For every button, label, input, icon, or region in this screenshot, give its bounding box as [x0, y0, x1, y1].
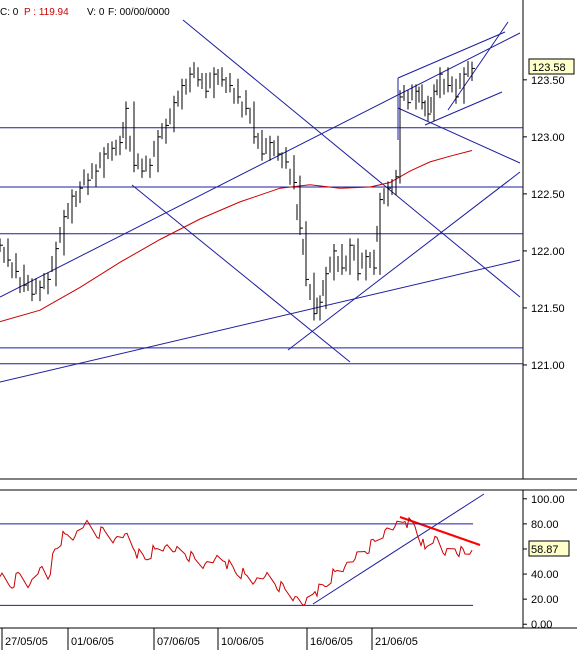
oscillator-trendlines [312, 493, 485, 605]
trendline-lower-rising [0, 259, 521, 383]
trendline-falling [182, 19, 521, 298]
trendline-falling-lower [131, 184, 351, 363]
price-y-tick-label: 121.50 [531, 303, 565, 315]
oscillator-series [0, 516, 473, 607]
x-axis-tick-label: 10/06/05 [221, 636, 264, 648]
trendline-channel-lower [397, 107, 521, 164]
oscillator-y-tick-label: 20.00 [531, 594, 559, 606]
oscillator-last-value: 58.87 [528, 540, 570, 557]
price-last-value: 123.58 [528, 58, 575, 75]
trendlines [0, 19, 521, 383]
trendline-support [424, 91, 503, 126]
price-y-tick-label: 123.00 [531, 132, 565, 144]
oscillator-y-tick-label: 80.00 [531, 519, 559, 531]
moving-average-line [0, 150, 473, 323]
trendline-long-rising [0, 32, 521, 298]
header-info: C: 0 P : 119.94 V: 0 F: 00/00/0000 [0, 7, 170, 18]
header-f: F: 00/00/0000 [108, 7, 170, 18]
price-y-tick-label: 121.00 [531, 360, 565, 372]
x-axis-tick-label: 01/06/05 [71, 636, 114, 648]
moving-average-series [0, 150, 473, 323]
oscillator-last-value-text: 58.87 [531, 544, 559, 556]
price-series [0, 61, 475, 321]
oscillator-y-tick-label: 0.00 [531, 619, 552, 631]
oscillator-line [0, 516, 473, 607]
oscillator-y-tick-label: 100.00 [531, 494, 565, 506]
price-y-tick-label: 122.00 [531, 246, 565, 258]
x-axis-tick-label: 07/06/05 [157, 636, 200, 648]
oscillator-horizontal-levels [0, 523, 473, 606]
oscillator-trendline-rising [312, 493, 485, 605]
trendline-channel-upper [397, 31, 506, 79]
header-c: C: 0 [0, 7, 19, 18]
oscillator-y-tick-label: 40.00 [531, 569, 559, 581]
trendline-wedge-upper [447, 21, 509, 111]
x-axis-tick-label: 16/06/05 [310, 636, 353, 648]
price-horizontal-levels [0, 127, 523, 365]
oscillator-trendline-falling-red [399, 516, 481, 546]
oscillator-last-value-box [528, 540, 570, 557]
price-last-value-text: 123.58 [532, 62, 566, 74]
x-axis-tick-label: 27/05/05 [5, 636, 48, 648]
x-axis-tick-label: 21/06/05 [375, 636, 418, 648]
trendline-rising-from-low [287, 171, 521, 351]
header-p: P : 119.94 [24, 7, 69, 18]
price-last-value-box [528, 58, 575, 75]
header-v: V: 0 [87, 7, 105, 18]
price-y-axis-ticks: 121.00 121.50 122.00 122.50 123.00 123.50 [523, 75, 565, 372]
price-y-tick-label: 122.50 [531, 189, 565, 201]
x-axis-ticks: 27/05/05 01/06/05 07/06/05 10/06/05 16/06/05… [1, 628, 418, 650]
price-y-tick-label: 123.50 [531, 75, 565, 87]
